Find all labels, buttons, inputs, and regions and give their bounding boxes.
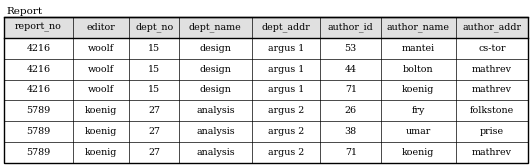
Text: design: design <box>200 86 231 94</box>
Text: dept_no: dept_no <box>135 23 173 32</box>
Text: design: design <box>200 44 231 53</box>
Text: woolf: woolf <box>88 65 114 74</box>
Text: analysis: analysis <box>196 148 235 157</box>
Text: 4216: 4216 <box>27 44 51 53</box>
Text: bolton: bolton <box>403 65 434 74</box>
Text: 27: 27 <box>148 148 160 157</box>
Text: argus 1: argus 1 <box>268 86 304 94</box>
Text: 44: 44 <box>345 65 357 74</box>
Text: mathrev: mathrev <box>472 86 512 94</box>
Text: 15: 15 <box>148 86 160 94</box>
Text: author_name: author_name <box>387 23 450 32</box>
Text: 53: 53 <box>345 44 357 53</box>
Text: analysis: analysis <box>196 127 235 136</box>
Text: koenig: koenig <box>402 148 435 157</box>
Text: 71: 71 <box>345 148 357 157</box>
Text: folkstone: folkstone <box>470 106 514 115</box>
Text: 4216: 4216 <box>27 65 51 74</box>
Text: author_addr: author_addr <box>462 23 521 32</box>
Text: mathrev: mathrev <box>472 148 512 157</box>
Text: 5789: 5789 <box>27 106 51 115</box>
Text: koenig: koenig <box>85 106 118 115</box>
Text: 15: 15 <box>148 44 160 53</box>
Text: editor: editor <box>87 23 115 32</box>
Text: umar: umar <box>406 127 431 136</box>
Bar <box>4 17 528 38</box>
Text: 5789: 5789 <box>27 127 51 136</box>
Text: argus 1: argus 1 <box>268 44 304 53</box>
Text: koenig: koenig <box>85 127 118 136</box>
Text: analysis: analysis <box>196 106 235 115</box>
Text: 27: 27 <box>148 106 160 115</box>
Text: fry: fry <box>412 106 425 115</box>
Text: report_no: report_no <box>15 23 62 32</box>
Text: prise: prise <box>480 127 504 136</box>
Text: woolf: woolf <box>88 86 114 94</box>
Text: 15: 15 <box>148 65 160 74</box>
Text: argus 2: argus 2 <box>268 148 304 157</box>
Text: 27: 27 <box>148 127 160 136</box>
Text: Report: Report <box>6 7 42 15</box>
Text: koenig: koenig <box>402 86 435 94</box>
Text: dept_name: dept_name <box>189 23 242 32</box>
Text: woolf: woolf <box>88 44 114 53</box>
Text: argus 2: argus 2 <box>268 106 304 115</box>
Text: cs-tor: cs-tor <box>478 44 505 53</box>
Text: koenig: koenig <box>85 148 118 157</box>
Text: 5789: 5789 <box>27 148 51 157</box>
Text: argus 1: argus 1 <box>268 65 304 74</box>
Text: mathrev: mathrev <box>472 65 512 74</box>
Text: 71: 71 <box>345 86 357 94</box>
Text: mantei: mantei <box>402 44 435 53</box>
Bar <box>4 17 528 163</box>
Text: 38: 38 <box>345 127 357 136</box>
Text: design: design <box>200 65 231 74</box>
Text: 4216: 4216 <box>27 86 51 94</box>
Text: author_id: author_id <box>328 23 373 32</box>
Text: argus 2: argus 2 <box>268 127 304 136</box>
Text: dept_addr: dept_addr <box>262 23 310 32</box>
Text: 26: 26 <box>345 106 357 115</box>
